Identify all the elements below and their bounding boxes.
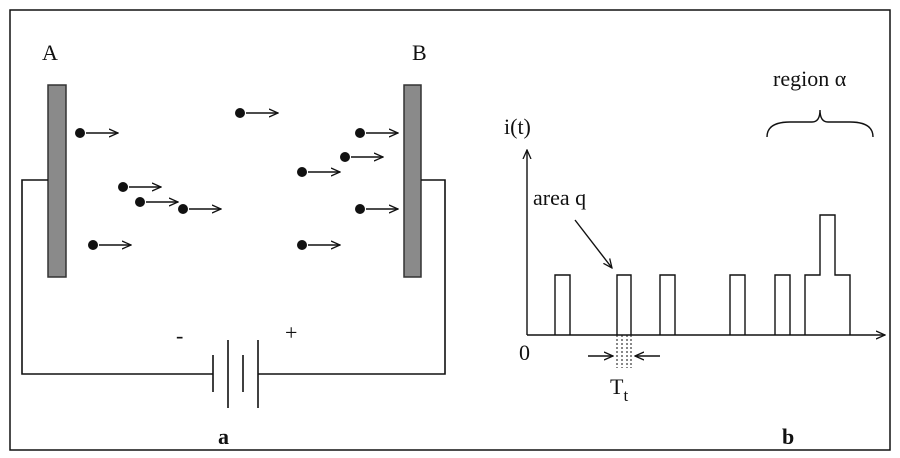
- plus-label: +: [285, 320, 297, 345]
- caption-b: b: [782, 424, 794, 449]
- electron: [297, 167, 307, 177]
- pulse-width-guides: [616, 335, 632, 368]
- electron: [75, 128, 85, 138]
- electron: [340, 152, 350, 162]
- electron: [135, 197, 145, 207]
- pulse-width-main: T: [610, 374, 624, 399]
- battery: [212, 340, 259, 408]
- region-label: region α: [773, 66, 847, 91]
- caption-a: a: [218, 424, 229, 449]
- electron: [88, 240, 98, 250]
- pulse-width-label: Tt: [610, 374, 628, 405]
- pulse-width-subscript: t: [623, 386, 628, 405]
- region-brace: [766, 109, 874, 138]
- electron: [118, 182, 128, 192]
- panel-a: A B - + a: [21, 40, 446, 449]
- annotation-arrow: [574, 219, 612, 268]
- frame: [9, 9, 891, 451]
- plate-a-label: A: [42, 40, 58, 65]
- wire-right: [258, 179, 446, 375]
- area-annotation: area q: [533, 185, 586, 210]
- y-axis-label: i(t): [504, 114, 531, 139]
- plate-a: [47, 84, 67, 278]
- minus-label: -: [176, 323, 183, 348]
- pulses: [554, 214, 851, 335]
- electron: [355, 128, 365, 138]
- electron: [235, 108, 245, 118]
- electron: [355, 204, 365, 214]
- plate-b-label: B: [412, 40, 427, 65]
- electrons: [75, 108, 398, 250]
- wire-left: [21, 179, 213, 375]
- electron: [178, 204, 188, 214]
- plate-b: [403, 84, 422, 278]
- electron: [297, 240, 307, 250]
- panel-b: i(t) area q 0 Tt region α b: [504, 66, 885, 449]
- origin-label: 0: [519, 340, 530, 365]
